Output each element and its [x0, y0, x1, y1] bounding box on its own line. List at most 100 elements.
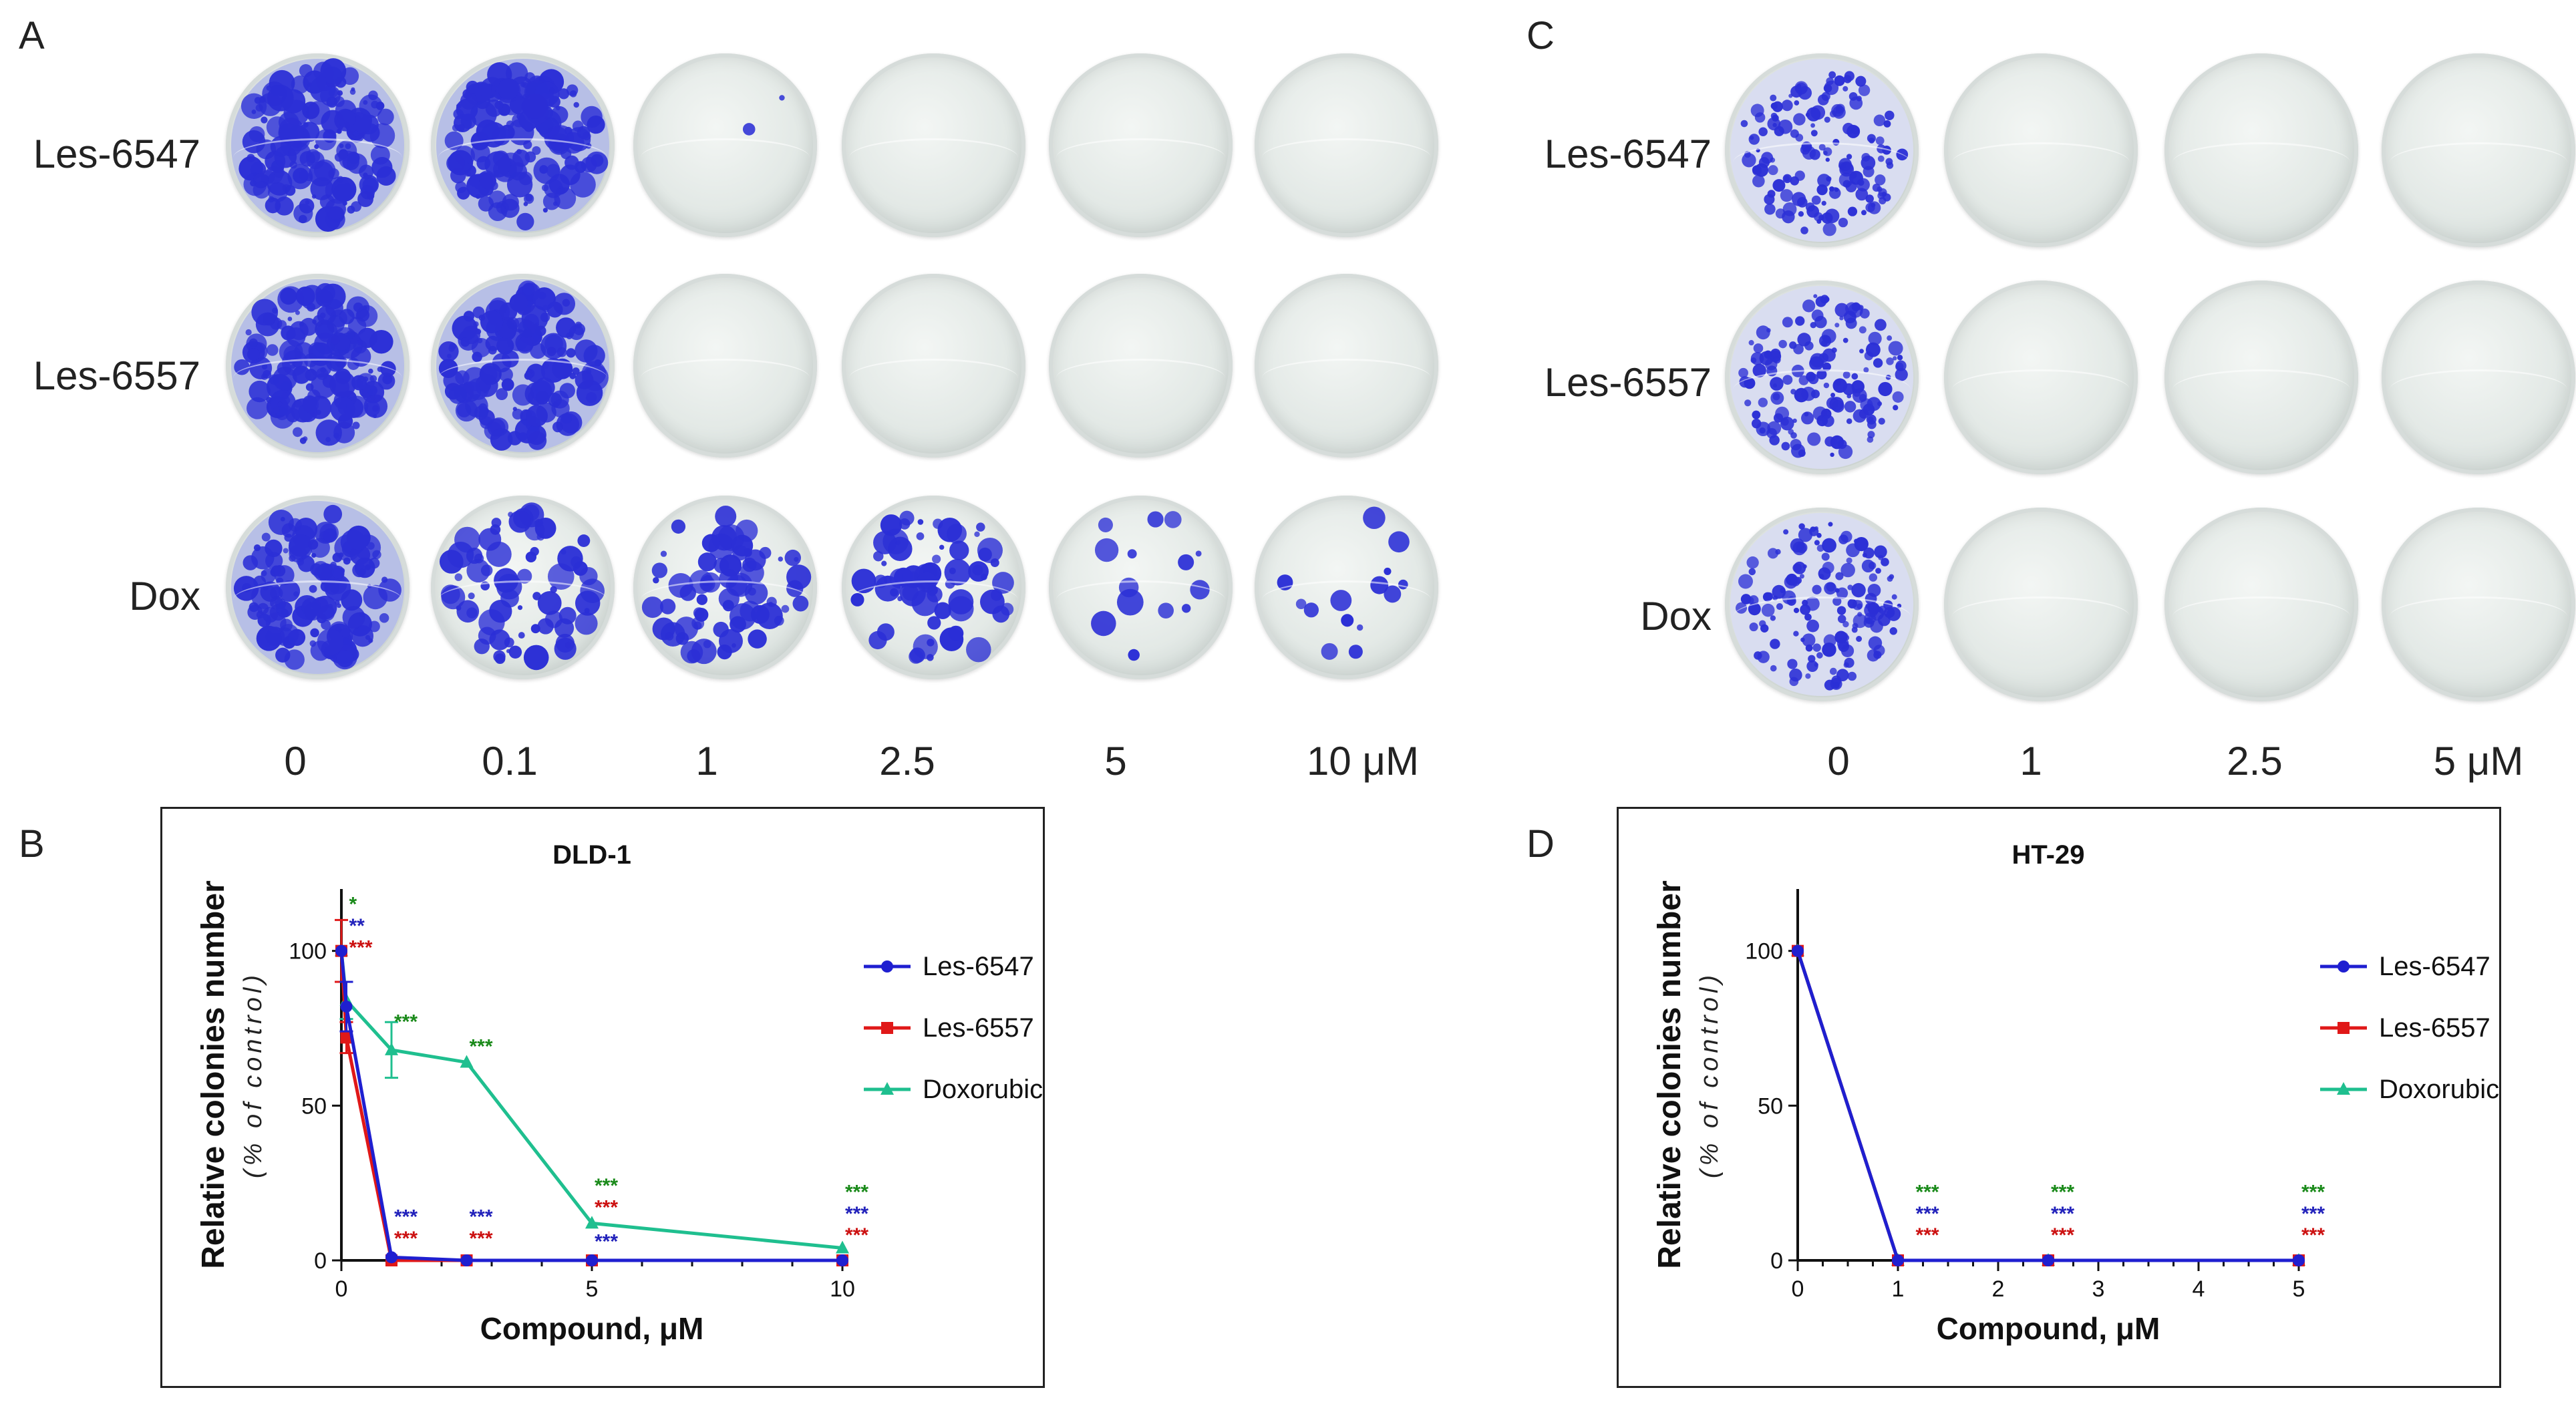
- plate-c-r0-c2: [2164, 53, 2358, 247]
- dld1-point-doxorubicin-3: [460, 1055, 474, 1068]
- dld1-ytick-label-2: 100: [289, 939, 327, 964]
- dld1-annotation-10: ***: [595, 1197, 618, 1219]
- dld1-annotation-2: ***: [349, 936, 373, 958]
- ht29-legend-marker-1: [2338, 1022, 2350, 1034]
- ht29-annotation-6: ***: [2301, 1181, 2325, 1203]
- dld1-xtick-label-0: 0: [335, 1276, 348, 1302]
- ht29-ytick-label-1: 50: [1758, 1093, 1783, 1119]
- dose-label-a-2: 1: [695, 739, 718, 783]
- chart-frame-dld1: DLD-1 0 50 100 0 5 10 Compound, μM Relative colo…: [160, 807, 1064, 1388]
- plate-c-r1-c2: [2164, 281, 2358, 474]
- dld1-y-label-sub: (% of control): [239, 971, 267, 1178]
- ht29-annotation-5: ***: [2051, 1224, 2074, 1246]
- ht29-x-label: Compound, μM: [1937, 1311, 2160, 1346]
- plate-a-r1-c2: [633, 274, 817, 458]
- ht29-legend-marker-2: [2337, 1082, 2350, 1095]
- ht29-annotation-3: ***: [2051, 1181, 2074, 1203]
- dld1-point-les-6547-2: [385, 1251, 397, 1264]
- ht29-annotation-1: ***: [1916, 1203, 1939, 1225]
- dld1-x-label: Compound, μM: [480, 1311, 704, 1346]
- dld1-legend-marker-1: [881, 1022, 893, 1034]
- ht29-legend-marker-0: [2338, 960, 2350, 973]
- plate-c-r0-c0: [1725, 53, 1919, 247]
- plate-a-r0-c4: [1049, 53, 1233, 237]
- dld1-annotation-7: ***: [470, 1206, 493, 1228]
- panel-letter-b: B: [19, 822, 45, 866]
- plate-a-r1-c3: [842, 274, 1025, 458]
- ht29-xtick-label-3: 3: [2092, 1276, 2105, 1302]
- row-label-les6547-c: Les-6547: [1544, 132, 1712, 176]
- ht29-legend-label-1: Les-6557: [2379, 1013, 2490, 1043]
- plate-a-r2-c0: [226, 496, 410, 679]
- ht29-annotation-4: ***: [2051, 1203, 2074, 1225]
- dld1-point-les-6547-3: [460, 1254, 473, 1266]
- ht29-title: HT-29: [2012, 840, 2085, 870]
- dld1-legend-label-0: Les-6547: [923, 952, 1034, 981]
- dld1-annotation-14: ***: [845, 1224, 868, 1246]
- ht29-series-line-les-6547: [1796, 950, 2299, 1262]
- plate-a-r1-c0: [226, 274, 410, 458]
- ht29-annotation-7: ***: [2301, 1203, 2325, 1225]
- dld1-y-label: Relative colonies number: [196, 880, 231, 1269]
- dld1-ytick-label-1: 50: [301, 1093, 327, 1119]
- row-label-les6547-a: Les-6547: [33, 132, 200, 176]
- ht29-xtick-label-1: 1: [1892, 1276, 1905, 1302]
- dld1-legend-label-2: Doxorubicin: [923, 1075, 1043, 1104]
- ht29-legend-label-2: Doxorubicin: [2379, 1075, 2499, 1104]
- panel-letter-d: D: [1526, 822, 1555, 866]
- row-label-dox-c: Dox: [1640, 594, 1712, 639]
- plate-a-r2-c2: [633, 496, 817, 679]
- dose-label-c-2: 2.5: [2227, 739, 2283, 783]
- row-label-dox-a: Dox: [129, 574, 200, 619]
- ht29-annotation-0: ***: [1916, 1181, 1939, 1203]
- plate-c-r2-c2: [2164, 508, 2358, 701]
- dld1-title: DLD-1: [552, 840, 631, 870]
- ht29-series-line-doxorubicin: [1796, 950, 2299, 1262]
- plate-c-r2-c0: [1725, 508, 1919, 701]
- dld1-ytick-label-0: 0: [314, 1248, 327, 1274]
- dld1-annotation-13: ***: [845, 1203, 868, 1225]
- plate-c-r0-c3: [2382, 53, 2575, 247]
- panel-letter-c: C: [1526, 14, 1555, 57]
- dld1-annotation-9: ***: [595, 1175, 618, 1197]
- dld1-annotation-5: ***: [394, 1206, 418, 1228]
- ht29-y-label-sub: (% of control): [1696, 971, 1724, 1178]
- dld1-annotation-1: **: [349, 915, 365, 937]
- dld1-point-les-6557-1: [340, 1031, 353, 1044]
- dld1-legend-label-1: Les-6557: [923, 1013, 1034, 1043]
- row-label-les6557-a: Les-6557: [33, 353, 200, 398]
- ht29-xtick-label-5: 5: [2293, 1276, 2305, 1302]
- dose-label-c-1: 1: [2020, 739, 2042, 783]
- dld1-point-les-6547-4: [586, 1254, 598, 1266]
- dld1-point-les-6547-5: [836, 1254, 848, 1266]
- ht29-point-les-6547-3: [2293, 1254, 2305, 1266]
- plate-c-r1-c0: [1725, 281, 1919, 474]
- dld1-point-les-6547-0: [335, 944, 347, 957]
- chart-dld1: DLD-1 0 50 100 0 5 10 Compound, μM Relative colo…: [196, 840, 1064, 1346]
- dld1-annotation-11: ***: [595, 1230, 618, 1252]
- dld1-annotation-4: ***: [470, 1036, 493, 1058]
- dose-label-a-5: 10 μM: [1307, 739, 1419, 783]
- ht29-point-les-6547-0: [1792, 944, 1804, 957]
- ht29-point-les-6547-1: [1892, 1254, 1904, 1266]
- dose-label-a-3: 2.5: [879, 739, 935, 783]
- dose-label-c-3: 5 μM: [2433, 739, 2524, 783]
- ht29-xtick-label-0: 0: [1792, 1276, 1804, 1302]
- chart-frame-ht29: HT-29 0 50 100 0 1 2 3 4 5 Compound, μM Relative co…: [1617, 807, 2520, 1388]
- dld1-annotation-6: ***: [394, 1228, 418, 1250]
- dld1-point-doxorubicin-5: [836, 1240, 849, 1254]
- plate-a-r0-c1: [431, 53, 615, 237]
- dld1-legend-marker-0: [881, 960, 893, 973]
- dld1-xtick-label-2: 10: [830, 1276, 855, 1302]
- plate-a-r2-c3: [842, 496, 1025, 679]
- ht29-annotation-8: ***: [2301, 1224, 2325, 1246]
- dld1-point-les-6547-1: [340, 1001, 353, 1013]
- ht29-legend-label-0: Les-6547: [2379, 952, 2490, 981]
- dose-label-a-0: 0: [284, 739, 307, 783]
- plate-a-r1-c5: [1255, 274, 1438, 458]
- row-label-les6557-c: Les-6557: [1544, 360, 1712, 405]
- plate-c-r1-c1: [1944, 281, 2138, 474]
- ht29-ytick-label-0: 0: [1770, 1248, 1783, 1274]
- ht29-ytick-label-2: 100: [1745, 939, 1783, 964]
- ht29-xtick-label-2: 2: [1992, 1276, 2005, 1302]
